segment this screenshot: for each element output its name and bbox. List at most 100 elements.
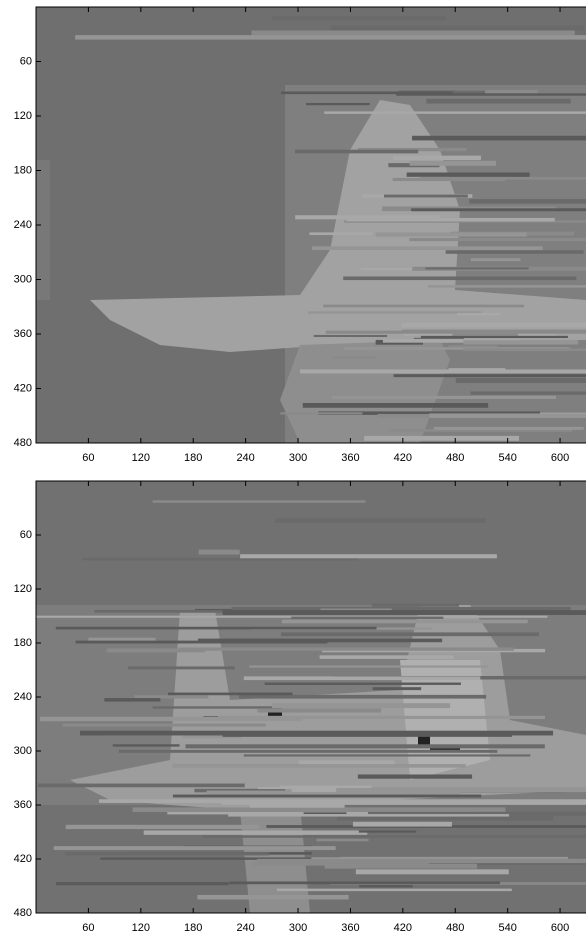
streak <box>332 356 376 359</box>
streak <box>364 435 520 441</box>
streak <box>299 369 586 374</box>
streak <box>358 830 417 833</box>
streak <box>429 413 586 418</box>
streak <box>411 208 586 212</box>
streak <box>401 322 586 328</box>
streak <box>344 347 570 350</box>
streak <box>406 172 530 177</box>
streak <box>112 744 180 747</box>
streak <box>455 378 586 383</box>
y-tick-label: 300 <box>14 273 32 285</box>
y-tick-label: 360 <box>14 328 32 340</box>
image-1 <box>36 7 586 443</box>
x-tick-label: 420 <box>394 452 412 464</box>
streak <box>88 637 156 641</box>
x-tick-label: 120 <box>132 452 150 464</box>
y-tick-label: 480 <box>14 437 32 449</box>
streak <box>257 786 309 790</box>
streak <box>280 412 363 415</box>
streak <box>344 220 586 223</box>
streak <box>393 155 481 161</box>
streak <box>302 402 489 408</box>
streak <box>218 715 545 719</box>
streak <box>118 749 498 753</box>
streak <box>359 884 413 888</box>
streak <box>104 698 161 702</box>
streak <box>276 888 512 892</box>
streak <box>470 391 586 395</box>
streak <box>222 610 586 615</box>
streak <box>311 246 543 251</box>
streak <box>64 852 269 856</box>
streak <box>222 734 513 737</box>
streak <box>172 794 482 798</box>
streak <box>343 276 577 281</box>
streak <box>357 774 473 779</box>
streak <box>231 607 571 612</box>
axes: 60 120 180 240 300 360 420 480 540 600 60 120 180 240… <box>14 6 586 934</box>
streak <box>445 250 584 254</box>
streak <box>264 682 461 685</box>
streak <box>307 311 482 314</box>
x-tick-label: 300 <box>289 452 307 464</box>
streak <box>294 149 419 154</box>
streak <box>256 858 586 864</box>
streak <box>323 304 525 308</box>
streak <box>79 730 554 736</box>
streak <box>340 856 569 860</box>
x-tick-label: 480 <box>446 922 464 934</box>
streak <box>243 676 481 681</box>
streak <box>428 285 586 288</box>
streak <box>346 217 555 222</box>
streak <box>393 374 586 378</box>
streak <box>409 160 496 166</box>
y-tick-label: 60 <box>20 529 32 541</box>
streak <box>469 199 586 204</box>
y-tick-label: 180 <box>14 637 32 649</box>
streak <box>377 413 445 418</box>
streak <box>318 411 541 415</box>
streak <box>281 632 539 637</box>
streak <box>55 882 229 886</box>
streak <box>295 215 440 220</box>
streak <box>357 147 467 152</box>
y-tick-label: 300 <box>14 745 32 757</box>
streak <box>243 754 531 757</box>
streak <box>452 332 518 338</box>
streak <box>324 863 477 869</box>
streak <box>197 894 349 900</box>
streak <box>372 687 422 691</box>
streak <box>182 733 243 739</box>
streak <box>239 694 487 699</box>
image-streaks-1 <box>75 16 586 441</box>
streak <box>40 716 303 722</box>
streak <box>298 760 395 765</box>
streak <box>324 111 586 114</box>
y-tick-label: 120 <box>14 110 32 122</box>
streak <box>240 554 497 559</box>
x-tick-label: 540 <box>498 452 516 464</box>
streak <box>448 345 498 349</box>
x-tick-label: 180 <box>184 452 202 464</box>
streak <box>75 35 586 40</box>
streak <box>168 692 293 696</box>
streak <box>457 312 501 316</box>
streak <box>75 640 328 644</box>
x-tick-label: 60 <box>82 922 94 934</box>
streak <box>426 98 571 104</box>
streak <box>285 787 586 793</box>
streak <box>152 706 283 709</box>
streak <box>206 790 461 795</box>
streak <box>198 549 240 555</box>
image-streaks-2 <box>36 500 586 900</box>
streak <box>281 619 528 624</box>
streak <box>360 268 448 271</box>
streak <box>143 830 368 835</box>
streak <box>62 723 266 727</box>
streak <box>384 194 468 198</box>
x-tick-label: 180 <box>184 922 202 934</box>
streak <box>420 335 568 339</box>
streak <box>463 348 586 352</box>
streak <box>331 395 557 399</box>
